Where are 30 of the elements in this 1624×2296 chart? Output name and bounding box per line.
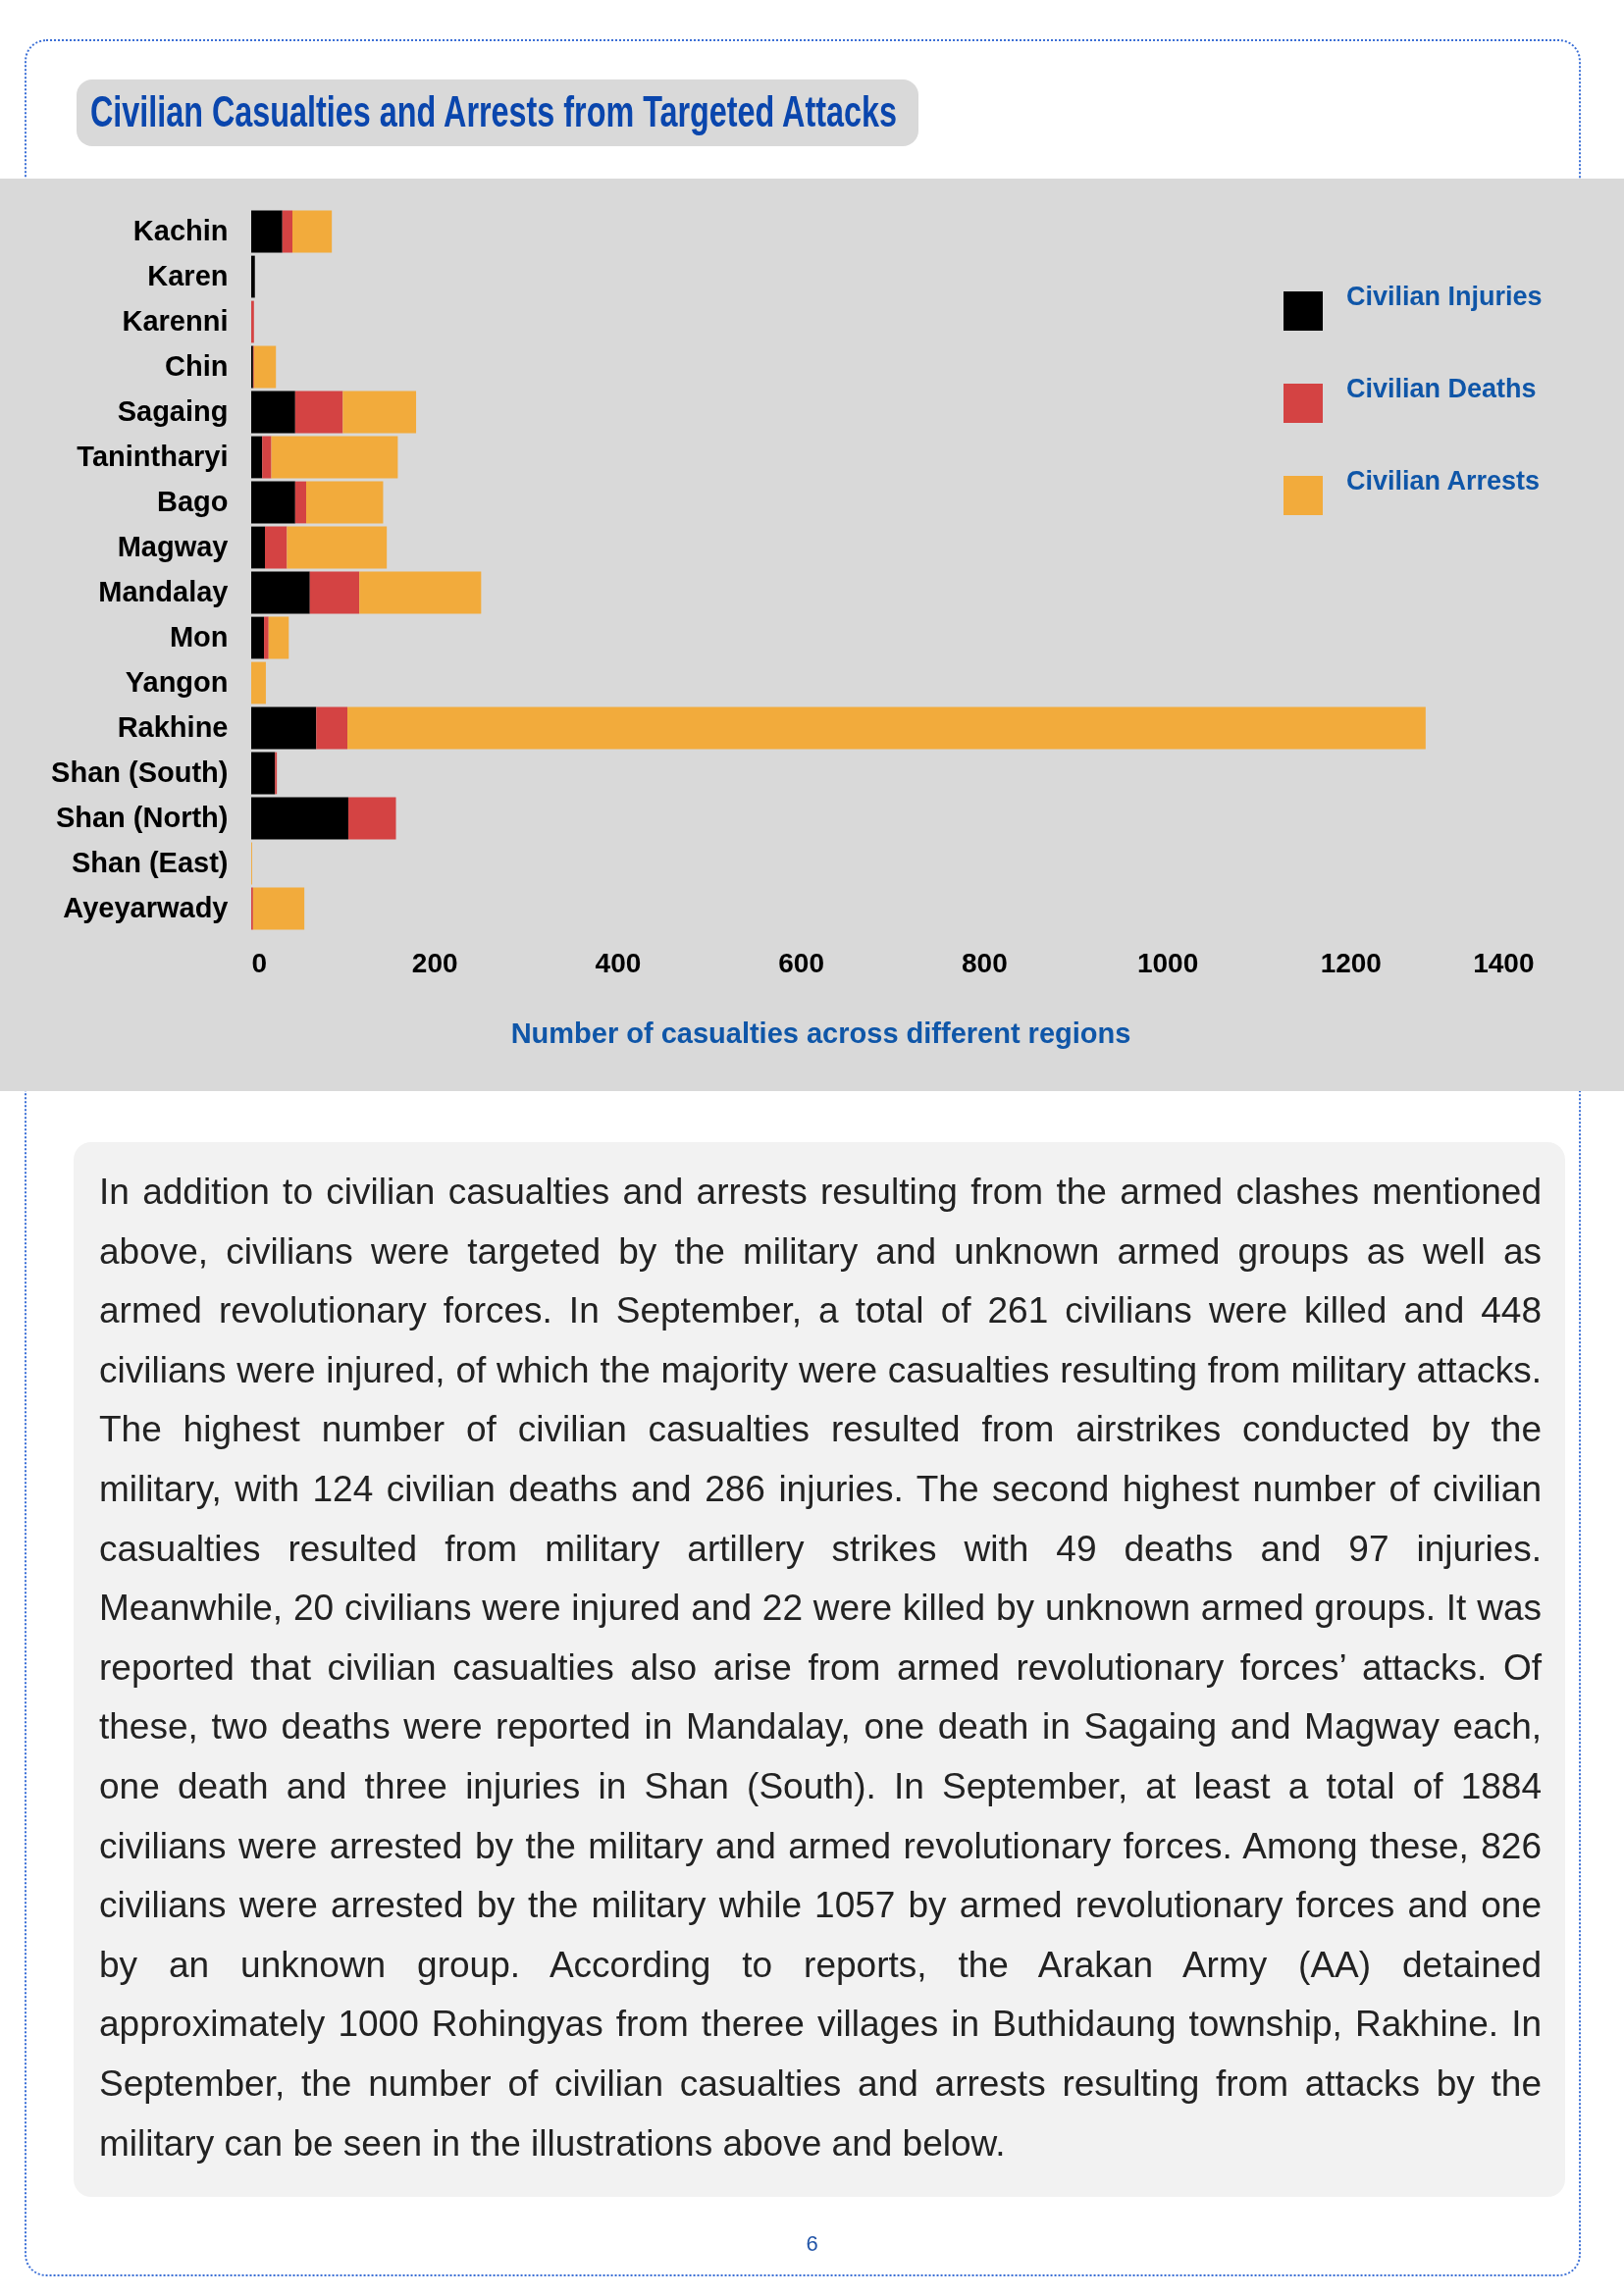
y-tick-label: Sagaing: [117, 395, 229, 427]
y-tick-label: Shan (South): [51, 757, 229, 788]
y-tick-label: Magway: [117, 531, 229, 562]
y-tick-label: Yangon: [125, 666, 229, 698]
y-tick-label: Bago: [157, 486, 229, 517]
y-tick-label: Tanintharyi: [77, 441, 229, 472]
x-tick-label: 1000: [1136, 947, 1199, 978]
y-tick-label: Rakhine: [117, 711, 229, 743]
y-tick-label: Shan (North): [55, 802, 229, 833]
text: 6: [805, 2231, 819, 2257]
y-tick-label: Chin: [165, 350, 229, 382]
legend-label: Civilian Arrests: [1346, 466, 1541, 496]
x-tick-label: 600: [778, 947, 824, 978]
y-tick-label: Karenni: [122, 305, 229, 337]
y-tick-label: Ayeyarwady: [63, 892, 229, 923]
y-tick-label: Mandalay: [98, 576, 229, 607]
y-tick-label: Shan (East): [71, 847, 229, 878]
x-tick-label: 1400: [1473, 947, 1535, 978]
y-tick-label: Mon: [169, 621, 229, 652]
legend-label: Civilian Injuries: [1346, 282, 1543, 311]
x-tick-label: 200: [411, 947, 458, 978]
x-tick-label: 400: [595, 947, 642, 978]
y-tick-label: Karen: [147, 260, 229, 291]
x-tick-label: 1200: [1320, 947, 1382, 978]
chart-title: Civilian Casualties and Arrests from Targeted Attacks: [90, 87, 897, 135]
y-tick-label: Kachin: [132, 215, 229, 246]
x-tick-label: 800: [962, 947, 1008, 978]
x-axis-title: Number of casualties across different regions: [510, 1017, 1131, 1049]
x-tick-label: 0: [251, 947, 268, 978]
legend-label: Civilian Deaths: [1346, 374, 1537, 403]
